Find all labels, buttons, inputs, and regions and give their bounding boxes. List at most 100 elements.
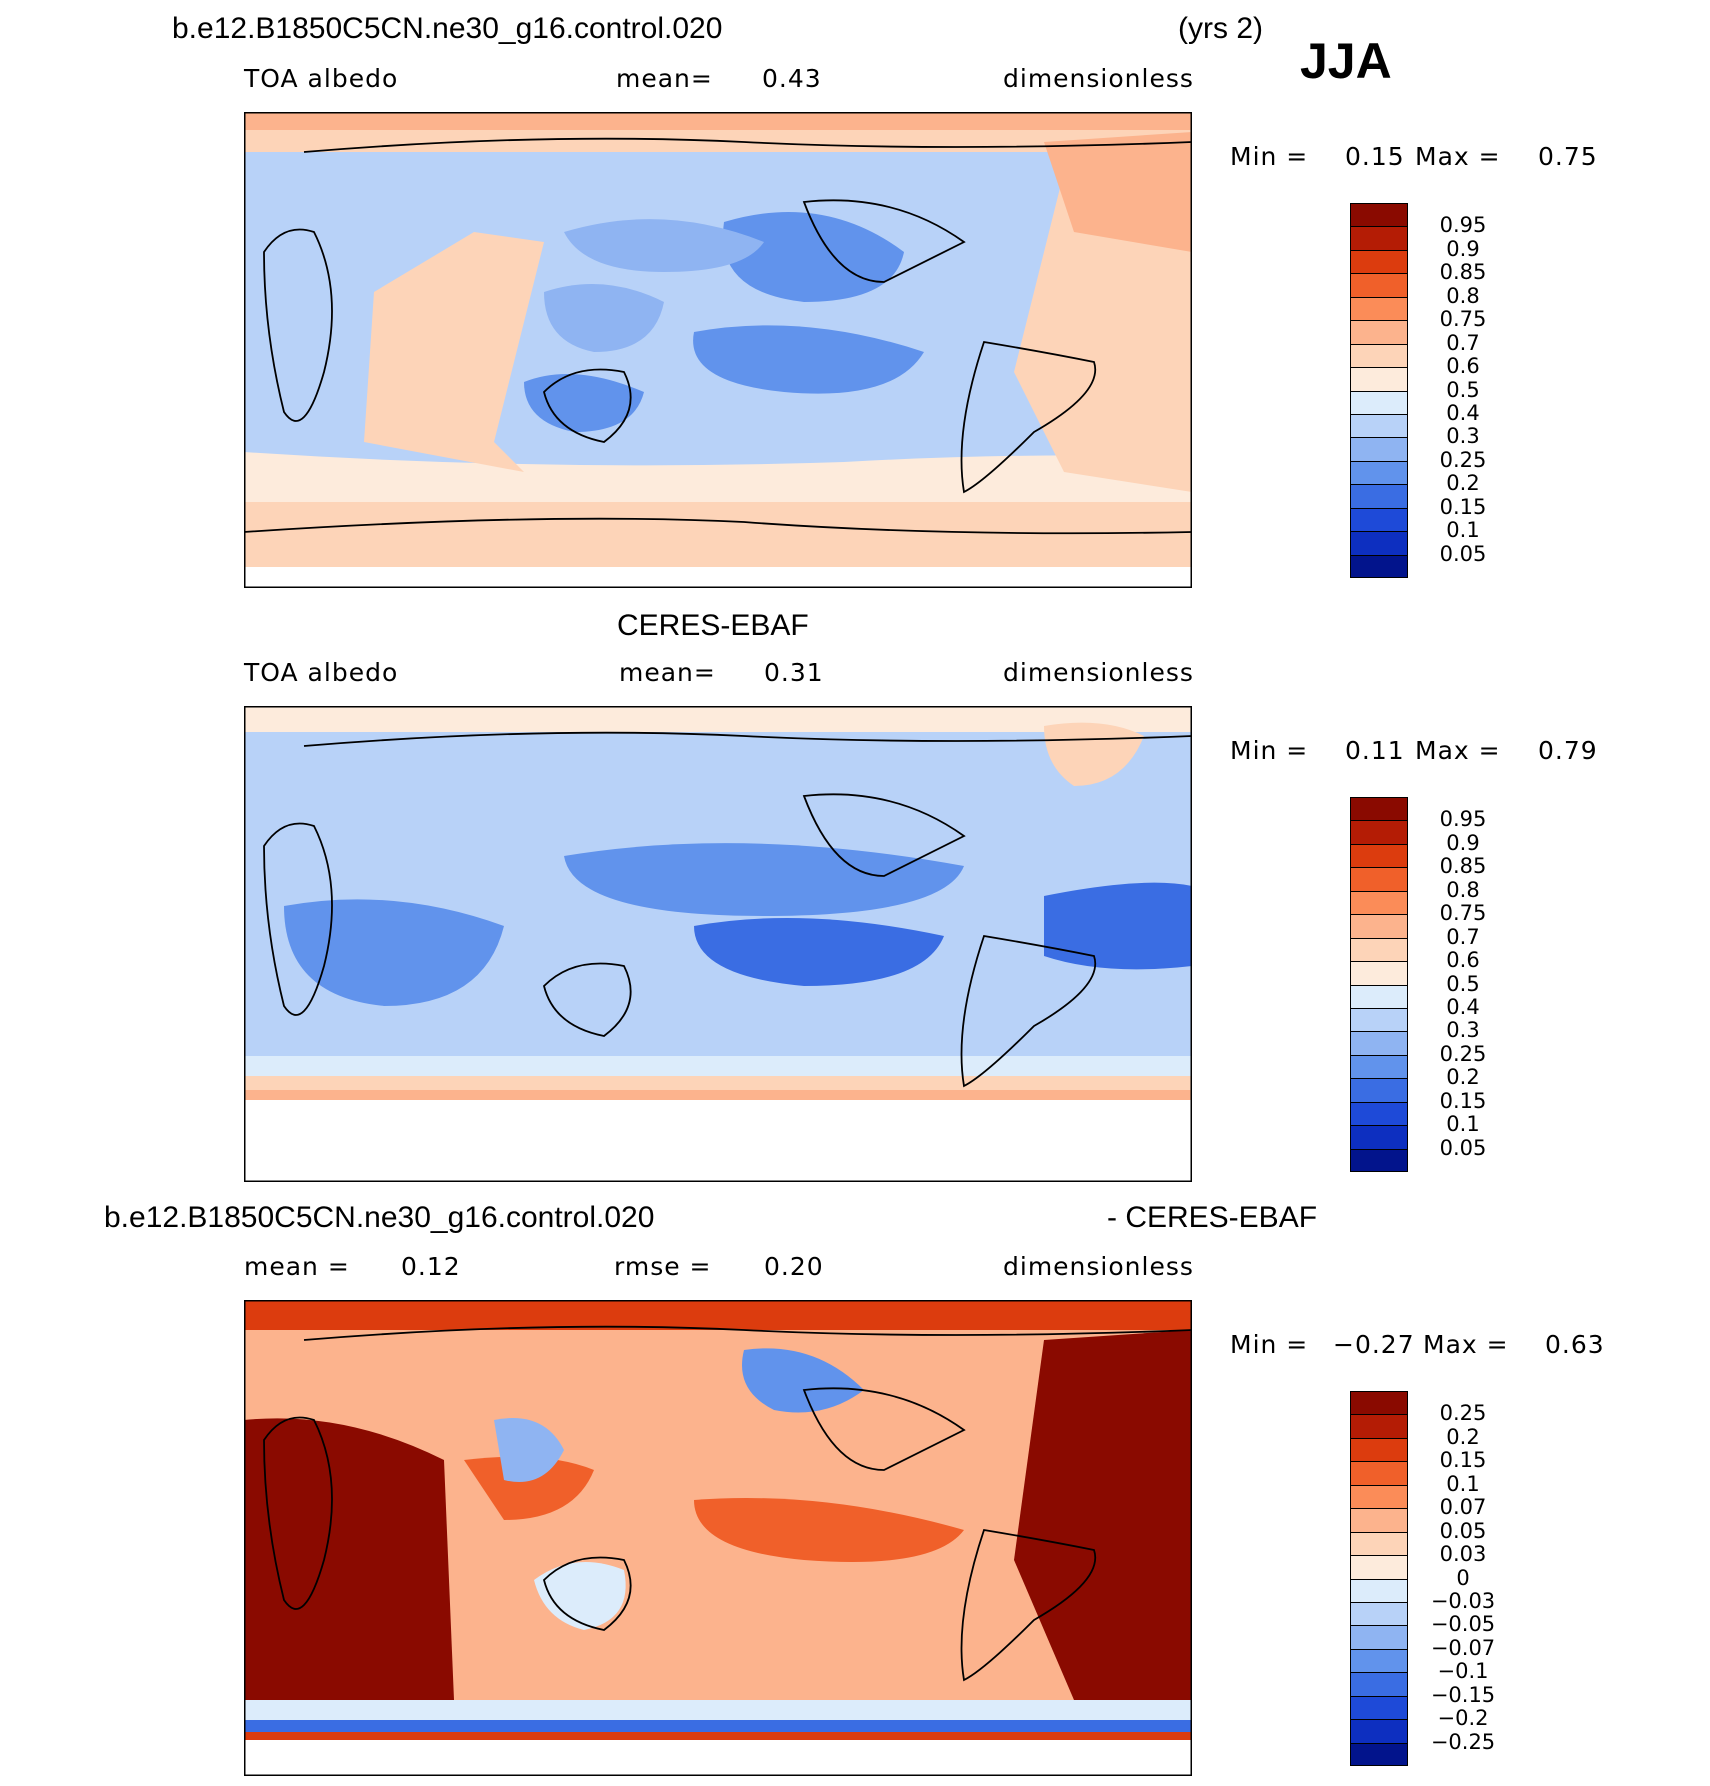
model-north-pacific-low xyxy=(723,212,904,302)
colorbar-box xyxy=(1350,507,1408,532)
colorbar-label: 0.75 xyxy=(1439,307,1487,332)
colorbar-label: 0.5 xyxy=(1446,377,1480,402)
diff-mean-label: mean = xyxy=(244,1252,350,1281)
obs-southern-bright xyxy=(244,1076,1192,1090)
model-variable: TOA albedo xyxy=(244,64,399,93)
colorbar-box xyxy=(1350,820,1408,844)
colorbar-box xyxy=(1350,1031,1408,1055)
colorbar-box xyxy=(1350,1695,1408,1720)
colorbar-box xyxy=(1350,1461,1408,1485)
colorbar-label: 0.6 xyxy=(1446,354,1480,379)
model-atlantic-deck xyxy=(1014,162,1192,492)
colorbar-label: −0.1 xyxy=(1437,1659,1489,1684)
diff-asia-low xyxy=(494,1418,564,1482)
diff-map-svg xyxy=(244,1300,1192,1776)
obs-max-value: 0.79 xyxy=(1538,736,1598,765)
colorbar-label: 0.15 xyxy=(1439,1448,1487,1473)
model-coastlines xyxy=(244,137,1192,535)
colorbar-label: −0.05 xyxy=(1430,1612,1496,1637)
diff-title-left: b.e12.B1850C5CN.ne30_g16.control.020 xyxy=(104,1201,655,1234)
obs-map xyxy=(244,706,1192,1182)
colorbar-label: 0.85 xyxy=(1439,260,1487,285)
obs-southern-band xyxy=(244,1056,1192,1076)
colorbar-box xyxy=(1350,273,1408,297)
diff-colorbar: 0.25 0.2 0.15 0.1 0.07 0.05 0.03 0 −0.03 −0.05 −0.… xyxy=(1350,1391,1495,1766)
diff-max-label: Max = xyxy=(1423,1330,1509,1359)
obs-min-label: Min = xyxy=(1230,736,1309,765)
colorbar-label: 0.9 xyxy=(1446,236,1480,261)
colorbar-box xyxy=(1350,1601,1408,1626)
colorbar-label: 0.03 xyxy=(1439,1542,1487,1567)
colorbar-label: 0.15 xyxy=(1439,1088,1487,1113)
diff-asia-high xyxy=(464,1456,594,1520)
diff-southern-low-band xyxy=(244,1700,1192,1720)
obs-itcz-region xyxy=(564,843,964,916)
colorbar-box xyxy=(1350,296,1408,321)
diff-min-label: Min = xyxy=(1230,1330,1309,1359)
diff-mean-value: 0.12 xyxy=(401,1252,461,1281)
model-title: b.e12.B1850C5CN.ne30_g16.control.020 xyxy=(172,12,723,45)
colorbar-label: −0.03 xyxy=(1430,1588,1496,1613)
diff-rmse-label: rmse = xyxy=(614,1252,712,1281)
obs-mean-label: mean= xyxy=(619,658,716,687)
obs-variable: TOA albedo xyxy=(244,658,399,687)
colorbar-label: 0.8 xyxy=(1446,283,1480,308)
colorbar-box xyxy=(1350,1508,1408,1532)
obs-indian-ocean-low xyxy=(284,899,504,1006)
diff-pacific-high xyxy=(694,1498,964,1562)
colorbar-label: 0.3 xyxy=(1446,424,1480,449)
colorbar-label: 0.9 xyxy=(1446,830,1480,855)
obs-atlantic-low xyxy=(1044,882,1192,970)
colorbar-box xyxy=(1350,1672,1408,1696)
model-units: dimensionless xyxy=(1003,64,1194,93)
colorbar-box xyxy=(1350,797,1408,821)
colorbar-label: 0.1 xyxy=(1446,1112,1480,1137)
colorbar-box xyxy=(1350,1007,1408,1032)
colorbar-label: 0.05 xyxy=(1439,1135,1487,1160)
model-max-label: Max = xyxy=(1415,142,1501,171)
model-asia-low xyxy=(544,284,664,352)
colorbar-box xyxy=(1350,1437,1408,1462)
model-north-low xyxy=(564,219,764,272)
colorbar-label: 0.4 xyxy=(1446,994,1480,1019)
colorbar-box xyxy=(1350,843,1408,868)
colorbar-box xyxy=(1350,343,1408,368)
colorbar-box xyxy=(1350,531,1408,555)
diff-rmse-value: 0.20 xyxy=(764,1252,824,1281)
obs-south-pacific-low xyxy=(694,918,944,986)
diff-southern-positive xyxy=(244,1732,1192,1740)
season-label: JJA xyxy=(1300,33,1392,89)
model-mean-value: 0.43 xyxy=(762,64,822,93)
model-min-value: 0.15 xyxy=(1345,142,1405,171)
colorbar-box xyxy=(1350,1148,1408,1172)
diff-title-right: - CERES-EBAF xyxy=(1107,1201,1318,1234)
diff-units: dimensionless xyxy=(1003,1252,1194,1281)
colorbar-box xyxy=(1350,226,1408,250)
obs-mean-value: 0.31 xyxy=(764,658,824,687)
diff-north-pacific-low xyxy=(742,1348,864,1413)
colorbar-label: 0.25 xyxy=(1439,1401,1487,1426)
colorbar-box xyxy=(1350,413,1408,438)
colorbar-box xyxy=(1350,1531,1408,1556)
colorbar-box xyxy=(1350,484,1408,508)
colorbar-label: 0.05 xyxy=(1439,1518,1487,1543)
colorbar-box xyxy=(1350,390,1408,414)
colorbar-box xyxy=(1350,914,1408,938)
model-colorbar: 0.95 0.9 0.85 0.8 0.75 0.7 0.6 0.5 0.4 0.3 0.25 0.2… xyxy=(1350,203,1486,578)
colorbar-label: 0.07 xyxy=(1439,1495,1487,1520)
colorbar-label: 0.95 xyxy=(1439,807,1487,832)
diff-min-value: −0.27 xyxy=(1333,1330,1415,1359)
colorbar-box xyxy=(1350,249,1408,274)
colorbar-box xyxy=(1350,460,1408,485)
colorbar-label: 0.4 xyxy=(1446,400,1480,425)
colorbar-box xyxy=(1350,1625,1408,1649)
model-australia-low xyxy=(524,374,644,432)
model-min-label: Min = xyxy=(1230,142,1309,171)
obs-colorbar: 0.95 0.9 0.85 0.8 0.75 0.7 0.6 0.5 0.4 0.3 0.25 0.2… xyxy=(1350,797,1486,1172)
colorbar-label: 0.7 xyxy=(1446,924,1480,949)
diff-coastlines xyxy=(263,1325,1192,1682)
colorbar-label: 0.3 xyxy=(1446,1018,1480,1043)
model-indian-ocean-deck xyxy=(364,232,544,472)
colorbar-box xyxy=(1350,1078,1408,1102)
model-southern-ocean-band xyxy=(244,452,1192,502)
